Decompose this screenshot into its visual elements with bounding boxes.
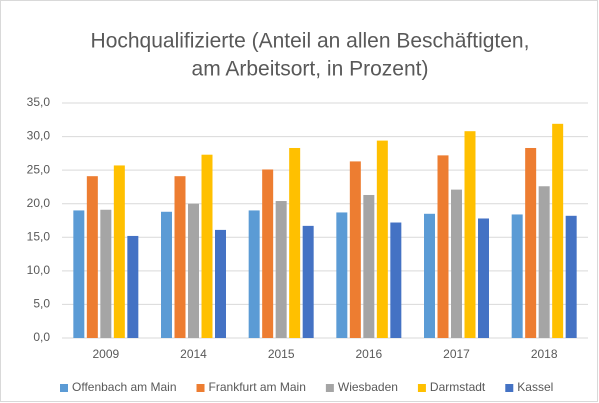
legend-swatch xyxy=(60,384,68,392)
x-tick-label: 2016 xyxy=(355,347,382,361)
bar xyxy=(289,147,301,338)
y-tick-label: 35,0 xyxy=(27,95,51,109)
bar xyxy=(161,211,172,338)
x-tick-label: 2009 xyxy=(92,347,119,361)
legend-label: Wiesbaden xyxy=(338,380,398,394)
y-tick-label: 15,0 xyxy=(27,229,51,243)
bar xyxy=(275,201,287,338)
legend-swatch xyxy=(417,384,426,392)
x-tick-label: 2015 xyxy=(268,347,295,361)
chart-title: Hochqualifizierte (Anteil an allen Besch… xyxy=(91,30,530,53)
bar xyxy=(390,222,402,338)
bar xyxy=(201,154,213,338)
legend-swatch xyxy=(196,384,205,392)
bar xyxy=(248,210,260,338)
bar xyxy=(464,131,476,338)
y-tick-label: 20,0 xyxy=(27,196,51,210)
bar xyxy=(565,215,577,338)
y-tick-label: 25,0 xyxy=(27,162,51,176)
bar xyxy=(127,235,139,338)
bar xyxy=(215,229,226,338)
bar xyxy=(538,186,550,338)
bar xyxy=(86,176,98,338)
bar xyxy=(424,213,435,338)
bar xyxy=(552,123,564,338)
y-tick-label: 0,0 xyxy=(33,330,50,344)
bar xyxy=(100,209,112,338)
bar xyxy=(511,214,523,338)
bar xyxy=(478,218,489,338)
chart-title: am Arbeitsort, in Prozent) xyxy=(192,58,429,81)
legend-swatch xyxy=(325,384,334,392)
legend-label: Offenbach am Main xyxy=(72,380,177,394)
x-tick-label: 2018 xyxy=(531,347,558,361)
bar xyxy=(113,165,125,338)
bar xyxy=(376,140,388,338)
x-tick-label: 2014 xyxy=(180,347,207,361)
y-tick-label: 30,0 xyxy=(27,129,51,143)
bar xyxy=(188,203,199,338)
x-tick-label: 2017 xyxy=(443,347,470,361)
legend-swatch xyxy=(505,384,514,392)
bar xyxy=(174,176,186,338)
bar xyxy=(336,212,348,338)
y-tick-label: 10,0 xyxy=(27,263,51,277)
y-tick-label: 5,0 xyxy=(33,297,50,311)
legend-label: Kassel xyxy=(517,380,553,394)
bar xyxy=(302,225,314,338)
bar xyxy=(73,210,85,338)
bar xyxy=(525,147,537,338)
legend-label: Frankfurt am Main xyxy=(209,380,306,394)
bar xyxy=(363,194,375,338)
bar xyxy=(451,189,462,338)
bar xyxy=(437,155,449,338)
legend-label: Darmstadt xyxy=(430,380,486,394)
bar xyxy=(262,169,274,338)
bar xyxy=(349,161,361,338)
